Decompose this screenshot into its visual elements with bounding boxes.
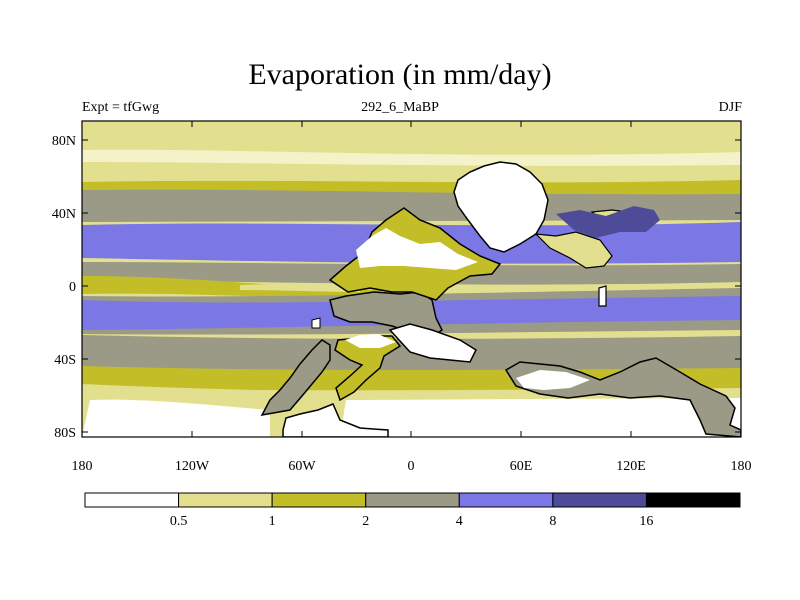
dark-blue-patch — [556, 206, 660, 238]
colorbar: 0.5 1 2 4 8 16 — [84, 492, 741, 529]
lat-tick-label: 80S — [54, 426, 76, 441]
lon-tick-label: 60W — [288, 459, 316, 474]
lon-tick-label: 180 — [72, 459, 93, 474]
colorbar-swatch — [458, 492, 554, 508]
antarctic-white-west — [82, 399, 270, 437]
lon-tick-label: 180 — [731, 459, 752, 474]
colorbar-label: 1 — [269, 514, 276, 529]
southern-white — [516, 370, 590, 390]
western-landmass — [260, 339, 331, 417]
experiment-label: Expt = tfGwg — [82, 100, 160, 115]
time-period-label: 292_6_MaBP — [361, 100, 439, 115]
colorbar-label: 0.5 — [170, 514, 188, 529]
tiny-island — [311, 317, 321, 329]
colorbar-swatch — [178, 492, 273, 508]
lat-tick-label: 0 — [69, 280, 76, 295]
south-america-tip — [282, 403, 389, 437]
lat-tick-label: 40S — [54, 353, 76, 368]
antarctica — [340, 398, 741, 437]
eastern-peninsula — [534, 231, 613, 269]
north-continent-white — [356, 228, 478, 270]
colorbar-label: 4 — [456, 514, 463, 529]
colorbar-label: 8 — [549, 514, 556, 529]
band-south-gray-2 — [82, 335, 741, 372]
colorbar-swatch — [84, 492, 180, 508]
lon-tick-label: 120E — [616, 459, 646, 474]
longitude-axis: 180 120W 60W 0 60E 120E 180 — [72, 121, 752, 474]
south-america-white — [345, 334, 396, 348]
lon-tick-label: 120W — [175, 459, 210, 474]
lat-tick-label: 40N — [52, 207, 76, 222]
colorbar-swatch — [271, 492, 367, 508]
lat-tick-label: 80N — [52, 134, 76, 149]
lon-tick-label: 60E — [510, 459, 533, 474]
small-island — [598, 285, 607, 307]
colorbar-swatch — [365, 492, 460, 508]
african-white-region — [388, 323, 477, 363]
contour-fields — [82, 121, 741, 437]
map-title: Evaporation (in mm/day) — [248, 58, 552, 91]
band-equator-pale — [240, 284, 360, 292]
colorbar-label: 2 — [362, 514, 369, 529]
latitude-axis: 80N 40N 0 40S 80S — [52, 134, 741, 441]
band-north-very-pale — [82, 149, 741, 166]
colorbar-swatch — [552, 492, 647, 508]
colorbar-label: 16 — [639, 514, 653, 529]
lon-tick-label: 0 — [408, 459, 415, 474]
season-label: DJF — [718, 100, 742, 115]
colorbar-swatch — [645, 492, 741, 508]
high-latitude-white-region — [453, 161, 549, 253]
